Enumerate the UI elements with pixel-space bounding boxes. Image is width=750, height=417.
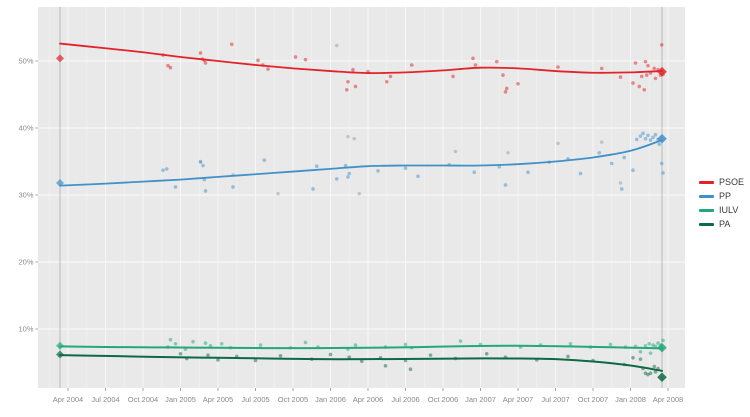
series-pa (56, 350, 667, 383)
x-tick-label: Apr 2008 (653, 395, 683, 404)
x-axis-labels: Apr 2004 Jul 2004 Oct 2004 Jan 2005 Apr 2005… (53, 388, 683, 404)
x-tick-label: Apr 2006 (353, 395, 383, 404)
x-tick-label: Oct 2005 (278, 395, 308, 404)
pa-trend-line (59, 354, 663, 372)
election-result-diamond (657, 133, 667, 144)
y-tick-label: 20% (18, 258, 33, 267)
x-tick-label: Oct 2006 (428, 395, 458, 404)
legend-item-psoe: PSOE (699, 177, 744, 187)
psoe-trend-line (59, 42, 663, 75)
y-tick-label: 40% (18, 124, 33, 133)
x-tick-label: Apr 2004 (53, 395, 83, 404)
gridlines (38, 7, 685, 388)
x-tick-label: Jul 2007 (541, 395, 569, 404)
election-result-diamond (657, 342, 667, 353)
series-pp (56, 131, 667, 193)
y-axis-labels: 10% 20% 30% 40% 50% (18, 57, 38, 334)
y-tick-label: 50% (18, 57, 33, 66)
x-tick-label: Apr 2005 (203, 395, 233, 404)
x-tick-label: Oct 2004 (128, 395, 158, 404)
x-tick-label: Jan 2006 (315, 395, 346, 404)
legend-label-pa: PA (719, 218, 731, 229)
x-tick-label: Apr 2007 (503, 395, 533, 404)
x-tick-label: Jul 2006 (391, 395, 419, 404)
x-tick-label: Jan 2005 (165, 395, 196, 404)
election-result-diamond (657, 372, 667, 383)
legend-item-pa: PA (699, 219, 744, 229)
election-result-diamond (56, 54, 64, 63)
election-result-diamond (56, 341, 64, 350)
iulv-trend-line (59, 344, 663, 350)
pp-trend-line (59, 139, 663, 187)
x-tick-label: Jan 2007 (465, 395, 496, 404)
election-result-diamond (56, 350, 64, 359)
legend-item-pp: PP (699, 191, 744, 201)
x-tick-label: Oct 2007 (578, 395, 608, 404)
series-psoe (56, 42, 667, 94)
series-iulv (56, 337, 667, 355)
x-tick-label: Jan 2008 (615, 395, 646, 404)
plot-panel (38, 7, 685, 388)
x-tick-label: Jul 2004 (91, 395, 119, 404)
legend-label-pp: PP (719, 190, 732, 201)
election-result-diamond (657, 66, 667, 77)
pp-line-swatch (699, 194, 714, 198)
iulv-line-swatch (699, 208, 714, 212)
pa-line-swatch (699, 222, 714, 226)
election-result-diamond (56, 178, 64, 187)
x-tick-label: Jul 2005 (241, 395, 269, 404)
y-tick-label: 10% (18, 325, 33, 334)
y-tick-label: 30% (18, 191, 33, 200)
legend-label-psoe: PSOE (719, 176, 745, 187)
chart-legend: PSOE PP IULV PA (699, 177, 744, 229)
legend-label-iulv: IULV (719, 204, 739, 215)
psoe-line-swatch (699, 180, 714, 184)
legend-item-iulv: IULV (699, 205, 744, 215)
